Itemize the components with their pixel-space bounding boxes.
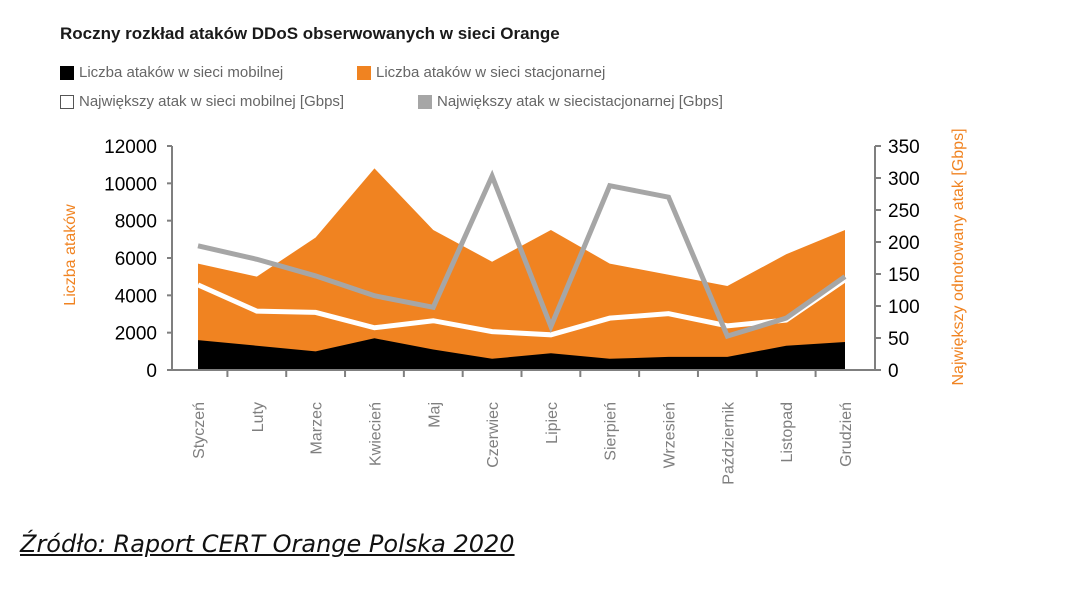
x-axis-category-label: Marzec — [309, 402, 326, 454]
legend-label-mobile-max: Największy atak w sieci mobilnej [Gbps] — [79, 93, 345, 110]
legend-swatch-mobile-count — [60, 65, 74, 80]
left-axis-tick-label: 8000 — [115, 212, 157, 233]
left-axis-tick-label: 10000 — [104, 174, 157, 195]
legend-label-fixed-max: Największy atak w siecistacjonarnej [Gbp… — [437, 93, 723, 110]
x-axis-category-label: Grudzień — [838, 402, 855, 467]
right-axis-tick-label: 150 — [888, 265, 920, 286]
right-axis-tick-label: 350 — [888, 137, 920, 158]
right-axis-tick-label: 250 — [888, 201, 920, 222]
legend-swatch-fixed-max — [418, 94, 432, 109]
x-axis-category-label: Wrzesień — [662, 402, 679, 468]
right-axis-tick-label: 300 — [888, 169, 920, 190]
legend-item-mobile-max: Największy atak w sieci mobilnej [Gbps] — [60, 93, 344, 110]
x-axis-category-label: Listopad — [779, 402, 796, 463]
right-axis-tick-label: 100 — [888, 297, 920, 318]
chart-title: Roczny rozkład ataków DDoS obserwowanych… — [60, 24, 560, 43]
x-axis-category-label: Październik — [720, 401, 737, 485]
x-axis-category-label: Styczeń — [191, 402, 208, 459]
line-fixed-max-attack — [197, 169, 847, 340]
right-axis-tick-label: 50 — [888, 329, 909, 350]
left-axis-tick-label: 0 — [146, 361, 157, 382]
ddos-chart: 0 2000 4000 6000 8000 10000 12000 0 50 100 150 200 2… — [62, 128, 967, 485]
legend-label-fixed-count: Liczba ataków w sieci stacjonarnej — [376, 64, 606, 81]
area-mobile-attacks — [198, 338, 845, 370]
source-caption: Źródło: Raport CERT Orange Polska 2020 — [20, 530, 515, 558]
x-axis-category-label: Lipiec — [544, 402, 561, 444]
x-axis-category-label: Luty — [250, 402, 267, 432]
right-axis-title: Największy odnotowany atak [Gbps] — [950, 128, 967, 385]
left-axis-tick-label: 4000 — [115, 286, 157, 307]
x-axis-category-label: Maj — [426, 402, 443, 428]
right-axis-tick-label: 0 — [888, 361, 899, 382]
line-mobile-max-attack — [196, 277, 847, 338]
legend-item-mobile-count: Liczba ataków w sieci mobilnej — [60, 64, 283, 81]
left-axis-tick-label: 2000 — [115, 324, 157, 345]
legend-swatch-mobile-max — [60, 94, 74, 109]
legend-item-fixed-count: Liczba ataków w sieci stacjonarnej — [357, 64, 605, 81]
legend-label-mobile-count: Liczba ataków w sieci mobilnej — [79, 64, 284, 81]
area-fixed-attacks — [198, 168, 845, 370]
x-axis-category-label: Czerwiec — [485, 402, 502, 468]
left-axis-tick-label: 12000 — [104, 137, 157, 158]
left-axis-tick-label: 6000 — [115, 249, 157, 270]
legend-item-fixed-max: Największy atak w siecistacjonarnej [Gbp… — [418, 93, 723, 110]
x-axis-category-label: Sierpień — [603, 402, 620, 461]
legend-swatch-fixed-count — [357, 65, 371, 80]
x-axis-category-label: Kwiecień — [367, 402, 384, 466]
left-axis-title: Liczba ataków — [62, 204, 79, 306]
right-axis-tick-label: 200 — [888, 233, 920, 254]
